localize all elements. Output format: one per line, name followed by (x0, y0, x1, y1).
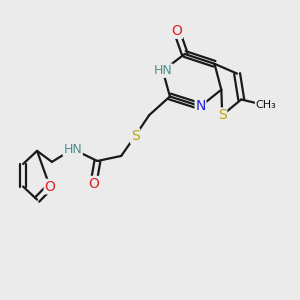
Text: HN: HN (153, 64, 172, 77)
Text: S: S (218, 108, 226, 122)
Text: O: O (88, 177, 99, 190)
Text: O: O (44, 180, 55, 194)
Text: S: S (131, 129, 140, 143)
Text: HN: HN (63, 142, 82, 156)
Text: O: O (171, 24, 182, 38)
Text: CH₃: CH₃ (256, 100, 276, 110)
Text: N: N (195, 99, 206, 113)
